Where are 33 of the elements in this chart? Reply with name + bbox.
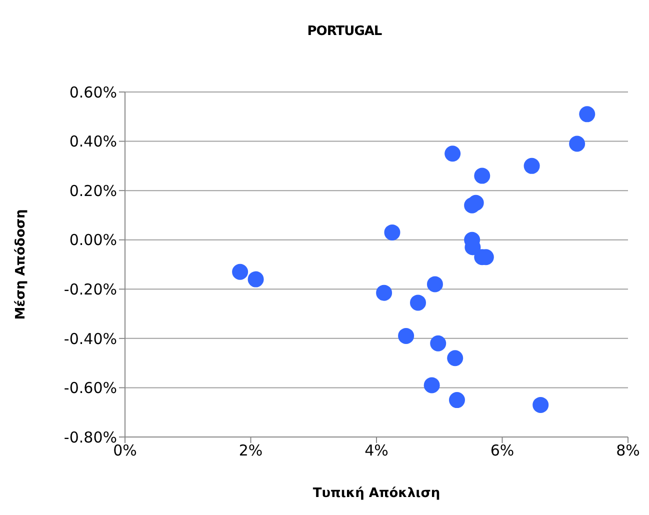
point [410,294,426,311]
point [424,377,440,394]
y-tick-label: 0.40% [69,132,117,151]
point [447,350,464,366]
y-axis-title: Μέση Απόδοση [14,209,29,320]
x-axis-title: Τυπική Απόκλιση [312,486,440,501]
y-tick-label: 0.00% [69,231,117,250]
point [474,168,490,184]
y-tick-label: 0.60% [69,83,117,102]
point [448,392,465,408]
x-tick-label: 8% [616,442,640,460]
point [248,271,264,288]
y-tick-label: -0.40% [64,330,117,348]
point [532,396,549,413]
point [426,276,443,292]
y-tick-label: -0.20% [64,280,117,298]
point [384,224,400,240]
point [579,106,596,122]
point [468,194,484,211]
point [376,284,392,301]
x-tick-label: 6% [490,442,514,460]
x-tick-label: 2% [238,442,263,460]
point [444,146,461,162]
chart-title: PORTUGAL [306,24,383,39]
x-tick-label: 4% [364,442,388,460]
point [398,328,414,344]
y-tick-label: -0.60% [64,379,117,398]
x-tick-label: 0% [113,442,137,460]
point [569,136,586,152]
y-tick-label: 0.20% [69,182,117,200]
point [524,158,540,174]
point [430,335,446,352]
point [232,264,248,280]
